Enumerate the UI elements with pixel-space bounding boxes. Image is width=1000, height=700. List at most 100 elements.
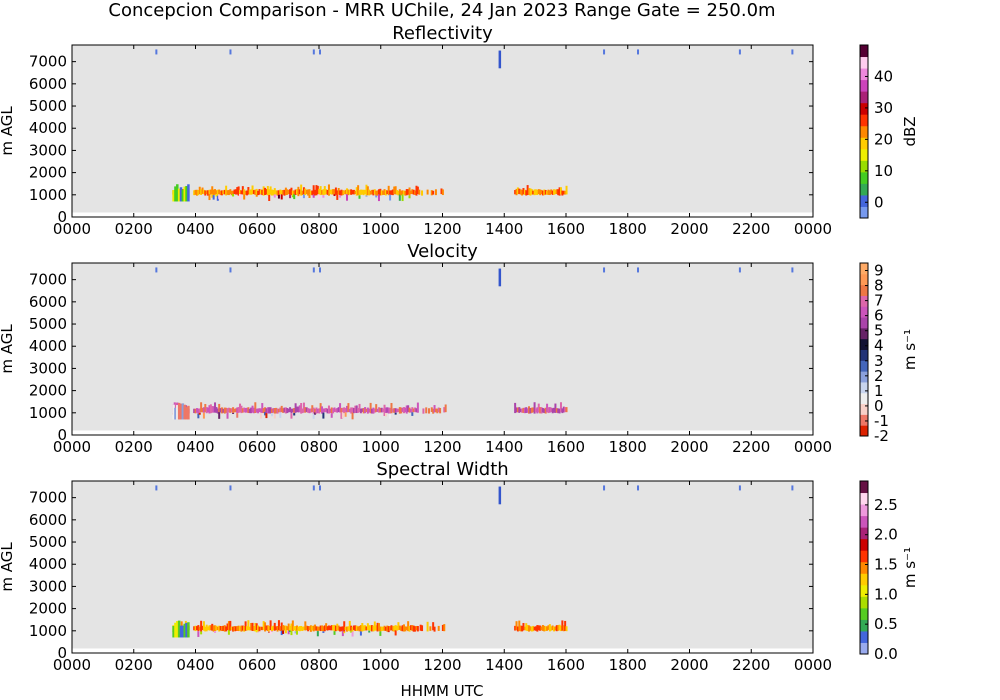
echo-cell: [366, 623, 369, 631]
echo-cell: [557, 625, 560, 631]
x-tick-label: 2200: [732, 220, 770, 238]
x-tick-label: 1800: [609, 656, 647, 674]
echo-cell: [298, 189, 301, 195]
echo-cell: [334, 625, 337, 632]
echo-cell: [443, 407, 446, 413]
colorbar-tick-label: 10: [874, 162, 893, 180]
echo-cell: [268, 626, 271, 632]
echo-cell: [364, 189, 367, 195]
y-tick-label: 6000: [29, 293, 67, 311]
echo-cell: [334, 408, 337, 413]
colorbar-tick-label: 5: [874, 322, 884, 340]
echo-cell: [255, 408, 258, 413]
colorbar-frame: [859, 262, 869, 437]
colorbar-segment: [860, 125, 868, 138]
echo-cell: [284, 630, 287, 634]
y-tick-label: 0: [57, 208, 67, 226]
echo-cell: [298, 626, 301, 632]
echo-cell: [225, 626, 228, 632]
colorbar-segment: [860, 114, 868, 127]
echo-cell: [526, 625, 529, 632]
echo-cell: [293, 190, 296, 195]
colorbar-segment: [860, 338, 868, 350]
echo-cell: [525, 407, 528, 413]
echo-cell: [174, 407, 177, 420]
echo-cell: [208, 625, 211, 631]
echo-cell: [391, 408, 394, 413]
colorbar-tick-label: 8: [874, 277, 884, 295]
echo-cell: [348, 408, 351, 413]
echo-cell: [308, 626, 311, 631]
echo-cell: [209, 189, 212, 195]
y-tick-label: 7000: [29, 53, 67, 71]
y-tick-label: 5000: [29, 97, 67, 115]
echo-cell: [384, 626, 387, 631]
echo-cell: [322, 412, 325, 419]
echo-cell: [241, 625, 244, 631]
echo-cell: [369, 625, 372, 631]
colorbar-tick-label: 0: [874, 193, 884, 211]
echo-cell: [421, 190, 424, 196]
echo-cell: [441, 624, 444, 631]
echo-cell: [407, 405, 410, 412]
echo-cell: [543, 189, 546, 196]
echo-cell: [368, 630, 371, 633]
echo-cell: [232, 190, 235, 194]
echo-cell: [528, 406, 531, 414]
echo-cell: [426, 189, 429, 195]
panel-title: Spectral Width: [376, 459, 508, 480]
y-axis-label: m AGL: [0, 324, 16, 374]
echo-cell: [515, 407, 518, 413]
echo-cell: [293, 408, 296, 414]
echo-cell: [216, 189, 219, 196]
echo-cell: [365, 626, 368, 631]
echo-speck: [791, 267, 794, 273]
colorbar-segment: [860, 607, 868, 620]
echo-cell: [301, 408, 304, 414]
echo-cell: [315, 407, 318, 414]
echo-cell: [562, 190, 565, 195]
echo-cell: [439, 407, 442, 414]
echo-speck: [637, 485, 640, 491]
echo-cell: [282, 630, 285, 634]
echo-cell: [177, 620, 181, 638]
echo-cell: [222, 190, 225, 195]
echo-cell: [369, 190, 372, 195]
colorbar-label: m s⁻¹: [901, 547, 919, 588]
echo-cell: [205, 407, 208, 414]
echo-cell: [559, 402, 562, 412]
echo-cell: [359, 408, 362, 414]
echo-cell: [311, 625, 314, 631]
echo-cell: [276, 626, 279, 632]
echo-cell: [350, 407, 353, 414]
echo-speck: [791, 485, 794, 491]
echo-cell: [408, 626, 411, 632]
echo-cell: [275, 626, 278, 630]
echo-cell: [225, 185, 228, 196]
echo-cell: [375, 190, 378, 196]
echo-cell: [294, 626, 297, 632]
x-axis-label: HHMM UTC: [401, 682, 484, 700]
echo-cell: [397, 622, 400, 631]
echo-cell: [321, 625, 324, 632]
echo-cell: [358, 195, 361, 199]
echo-cell: [266, 407, 269, 414]
echo-cell: [183, 623, 186, 638]
colorbar-tick-label: 9: [874, 262, 884, 280]
echo-cell: [308, 408, 311, 414]
echo-cell: [276, 408, 279, 414]
echo-cell: [204, 190, 207, 196]
x-tick-label: 0600: [238, 438, 276, 456]
echo-cell: [293, 194, 296, 200]
echo-cell: [372, 625, 375, 632]
echo-cell: [546, 626, 549, 631]
echo-cell: [351, 190, 354, 195]
echo-cell: [404, 407, 407, 413]
x-tick-label: 1600: [547, 656, 585, 674]
echo-cell: [402, 190, 405, 195]
echo-cell: [433, 626, 436, 632]
echo-cell: [373, 621, 376, 631]
echo-cell: [305, 625, 308, 631]
echo-cell: [341, 407, 344, 413]
echo-cell: [297, 626, 300, 631]
